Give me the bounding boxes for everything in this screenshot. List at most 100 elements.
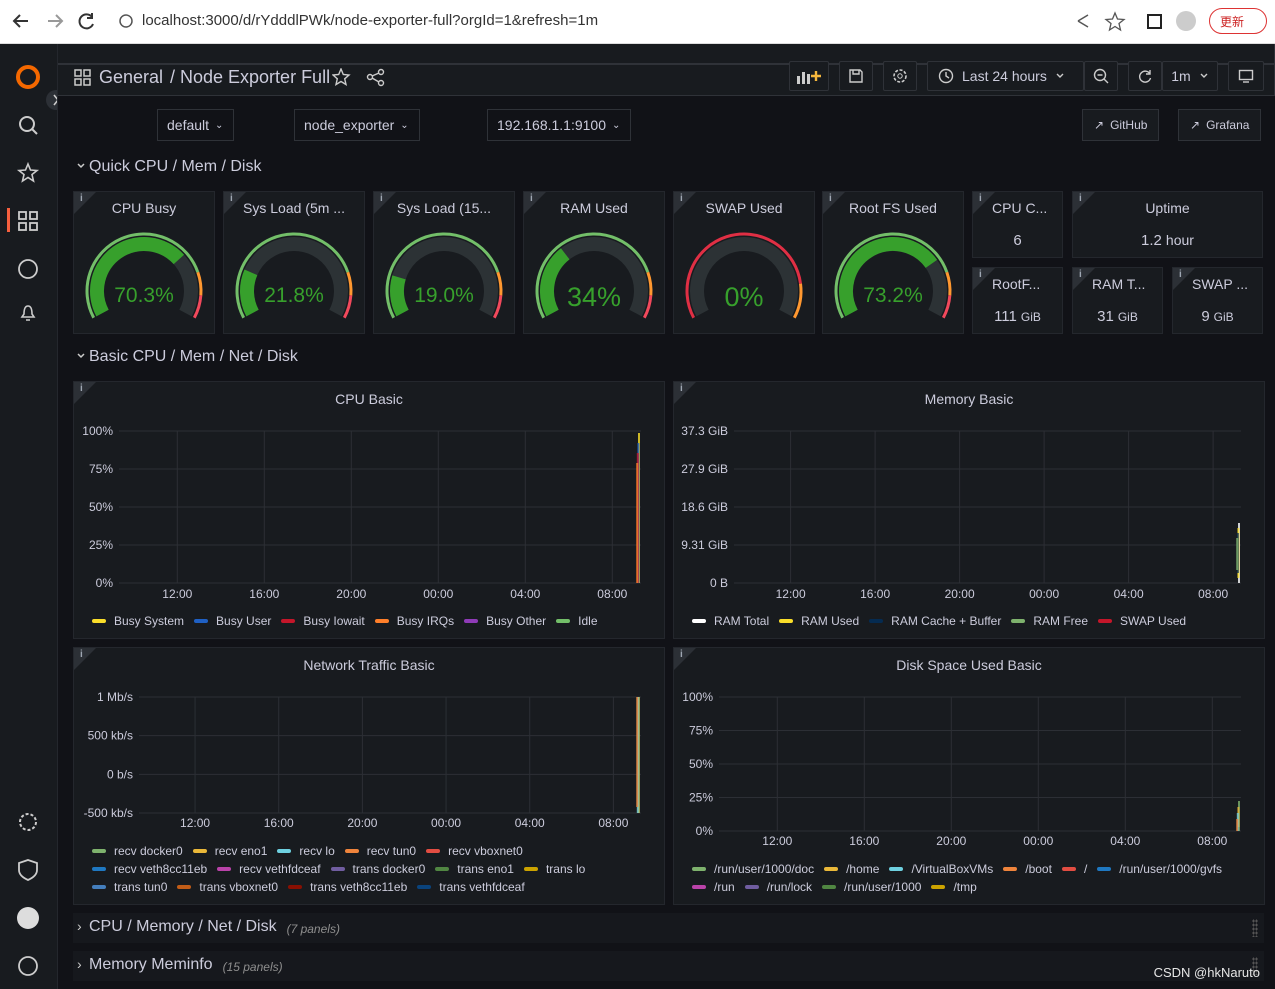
drag-handle[interactable]: [1252, 919, 1258, 937]
legend-item[interactable]: trans lo: [523, 862, 585, 876]
info-icon[interactable]: i: [680, 193, 683, 204]
info-icon[interactable]: i: [680, 383, 683, 394]
alerting-icon[interactable]: [20, 305, 36, 321]
info-icon[interactable]: i: [979, 269, 982, 280]
legend-item[interactable]: trans vboxnet0: [177, 880, 278, 894]
legend-item[interactable]: /run: [692, 880, 735, 894]
collapsed-row[interactable]: › Memory Meminfo (15 panels): [73, 951, 1264, 981]
info-icon[interactable]: i: [80, 383, 83, 394]
y-tick-label: 0 b/s: [107, 767, 133, 781]
legend-item[interactable]: /run/lock: [744, 880, 812, 894]
drag-handle[interactable]: [1252, 957, 1258, 975]
info-icon[interactable]: i: [680, 649, 683, 660]
info-icon[interactable]: i: [1179, 269, 1182, 280]
legend-item[interactable]: recv vboxnet0: [426, 844, 523, 858]
row-chevron[interactable]: [76, 161, 86, 171]
zoom-out-button[interactable]: [1084, 61, 1118, 91]
info-icon[interactable]: i: [230, 193, 233, 204]
url[interactable]: localhost:3000/d/rYdddlPWk/node-exporter…: [142, 12, 599, 29]
info-icon[interactable]: i: [979, 193, 982, 204]
refresh-button[interactable]: [1128, 61, 1162, 91]
row-chevron[interactable]: [76, 351, 86, 361]
legend-item[interactable]: recv veth8cc11eb: [92, 862, 207, 876]
legend-item[interactable]: recv tun0: [344, 844, 416, 858]
info-icon[interactable]: i: [829, 193, 832, 204]
info-icon[interactable]: i: [1079, 193, 1082, 204]
breadcrumb-folder[interactable]: General: [99, 67, 164, 87]
grafana-logo[interactable]: [16, 65, 40, 89]
legend-item[interactable]: /run/user/1000/doc: [692, 862, 814, 876]
settings-button[interactable]: [883, 61, 917, 91]
share-icon[interactable]: [1077, 14, 1089, 28]
favorite-icon[interactable]: [332, 68, 351, 86]
legend-label: recv docker0: [114, 844, 183, 858]
back-icon[interactable]: [12, 14, 28, 28]
update-button[interactable]: 更新: [1209, 8, 1267, 34]
legend-item[interactable]: trans docker0: [330, 862, 425, 876]
tv-mode-button[interactable]: [1228, 61, 1264, 91]
sidepanel-icon[interactable]: [1147, 14, 1162, 29]
info-icon[interactable]: i: [1079, 269, 1082, 280]
legend-item[interactable]: RAM Free: [1011, 614, 1088, 628]
search-icon[interactable]: [19, 116, 35, 132]
expand-toggle[interactable]: [46, 90, 66, 110]
info-icon[interactable]: [119, 14, 133, 28]
legend-item[interactable]: /home: [824, 862, 879, 876]
info-icon[interactable]: i: [380, 193, 383, 204]
variable-select[interactable]: 192.168.1.1:9100 ⌄: [487, 109, 632, 141]
legend-item[interactable]: recv eno1: [192, 844, 267, 858]
legend-item[interactable]: recv docker0: [92, 844, 183, 858]
legend-item[interactable]: trans vethfdceaf: [417, 880, 525, 894]
info-icon[interactable]: i: [80, 193, 83, 204]
dashboard-link[interactable]: ↗ Grafana: [1178, 109, 1262, 141]
legend-item[interactable]: /VirtualBoxVMs: [889, 862, 993, 876]
save-button[interactable]: [839, 61, 873, 91]
legend-item[interactable]: Busy Other: [464, 614, 546, 628]
legend-item[interactable]: /boot: [1003, 862, 1052, 876]
info-icon[interactable]: i: [530, 193, 533, 204]
time-picker[interactable]: Last 24 hours: [927, 61, 1084, 91]
legend-item[interactable]: /tmp: [931, 880, 977, 894]
forward-icon[interactable]: [48, 14, 64, 28]
starred-icon[interactable]: [16, 161, 40, 183]
legend-item[interactable]: /run/user/1000/gvfs: [1097, 862, 1222, 876]
dashboards-icon[interactable]: [18, 211, 38, 231]
legend-item[interactable]: RAM Used: [779, 614, 859, 628]
legend-item[interactable]: RAM Total: [692, 614, 769, 628]
config-icon[interactable]: [19, 813, 37, 831]
legend-item[interactable]: recv lo: [277, 844, 335, 858]
help-icon[interactable]: [18, 956, 38, 976]
legend-item[interactable]: trans veth8cc11eb: [288, 880, 407, 894]
collapsed-row[interactable]: › CPU / Memory / Net / Disk (7 panels): [73, 913, 1264, 943]
legend-item[interactable]: /run/user/1000: [822, 880, 921, 894]
refresh-interval[interactable]: 1m: [1162, 61, 1218, 91]
legend-item[interactable]: trans tun0: [92, 880, 167, 894]
dashboard-link[interactable]: ↗ GitHub: [1082, 109, 1160, 141]
user-avatar[interactable]: [17, 907, 39, 929]
variable-select[interactable]: default ⌄: [157, 109, 235, 141]
add-panel-button[interactable]: [789, 61, 829, 91]
row-title[interactable]: Basic CPU / Mem / Net / Disk: [89, 348, 298, 365]
legend-item[interactable]: SWAP Used: [1098, 614, 1186, 628]
legend-item[interactable]: recv vethfdceaf: [217, 862, 321, 876]
legend-item[interactable]: RAM Cache + Buffer: [869, 614, 1001, 628]
legend-item[interactable]: trans eno1: [435, 862, 514, 876]
legend-item[interactable]: Busy IRQs: [374, 614, 454, 628]
legend-item[interactable]: Busy Iowait: [281, 614, 365, 628]
legend-item[interactable]: Idle: [556, 614, 598, 628]
star-icon[interactable]: [1104, 11, 1126, 32]
info-icon[interactable]: i: [80, 649, 83, 660]
profile-icon[interactable]: [1176, 11, 1196, 31]
x-tick-label: 04:00: [515, 816, 545, 830]
variable-select[interactable]: node_exporter ⌄: [294, 109, 420, 141]
reload-icon[interactable]: [78, 13, 94, 30]
share-dash-icon[interactable]: [366, 68, 385, 87]
legend-item[interactable]: /: [1061, 862, 1088, 876]
legend-item[interactable]: Busy User: [194, 614, 271, 628]
explore-icon[interactable]: [18, 259, 38, 279]
info-corner: [74, 648, 96, 670]
legend-item[interactable]: Busy System: [92, 614, 184, 628]
shield-icon[interactable]: [18, 859, 38, 881]
legend-label: /: [1083, 862, 1088, 876]
row-title[interactable]: Quick CPU / Mem / Disk: [89, 158, 262, 175]
